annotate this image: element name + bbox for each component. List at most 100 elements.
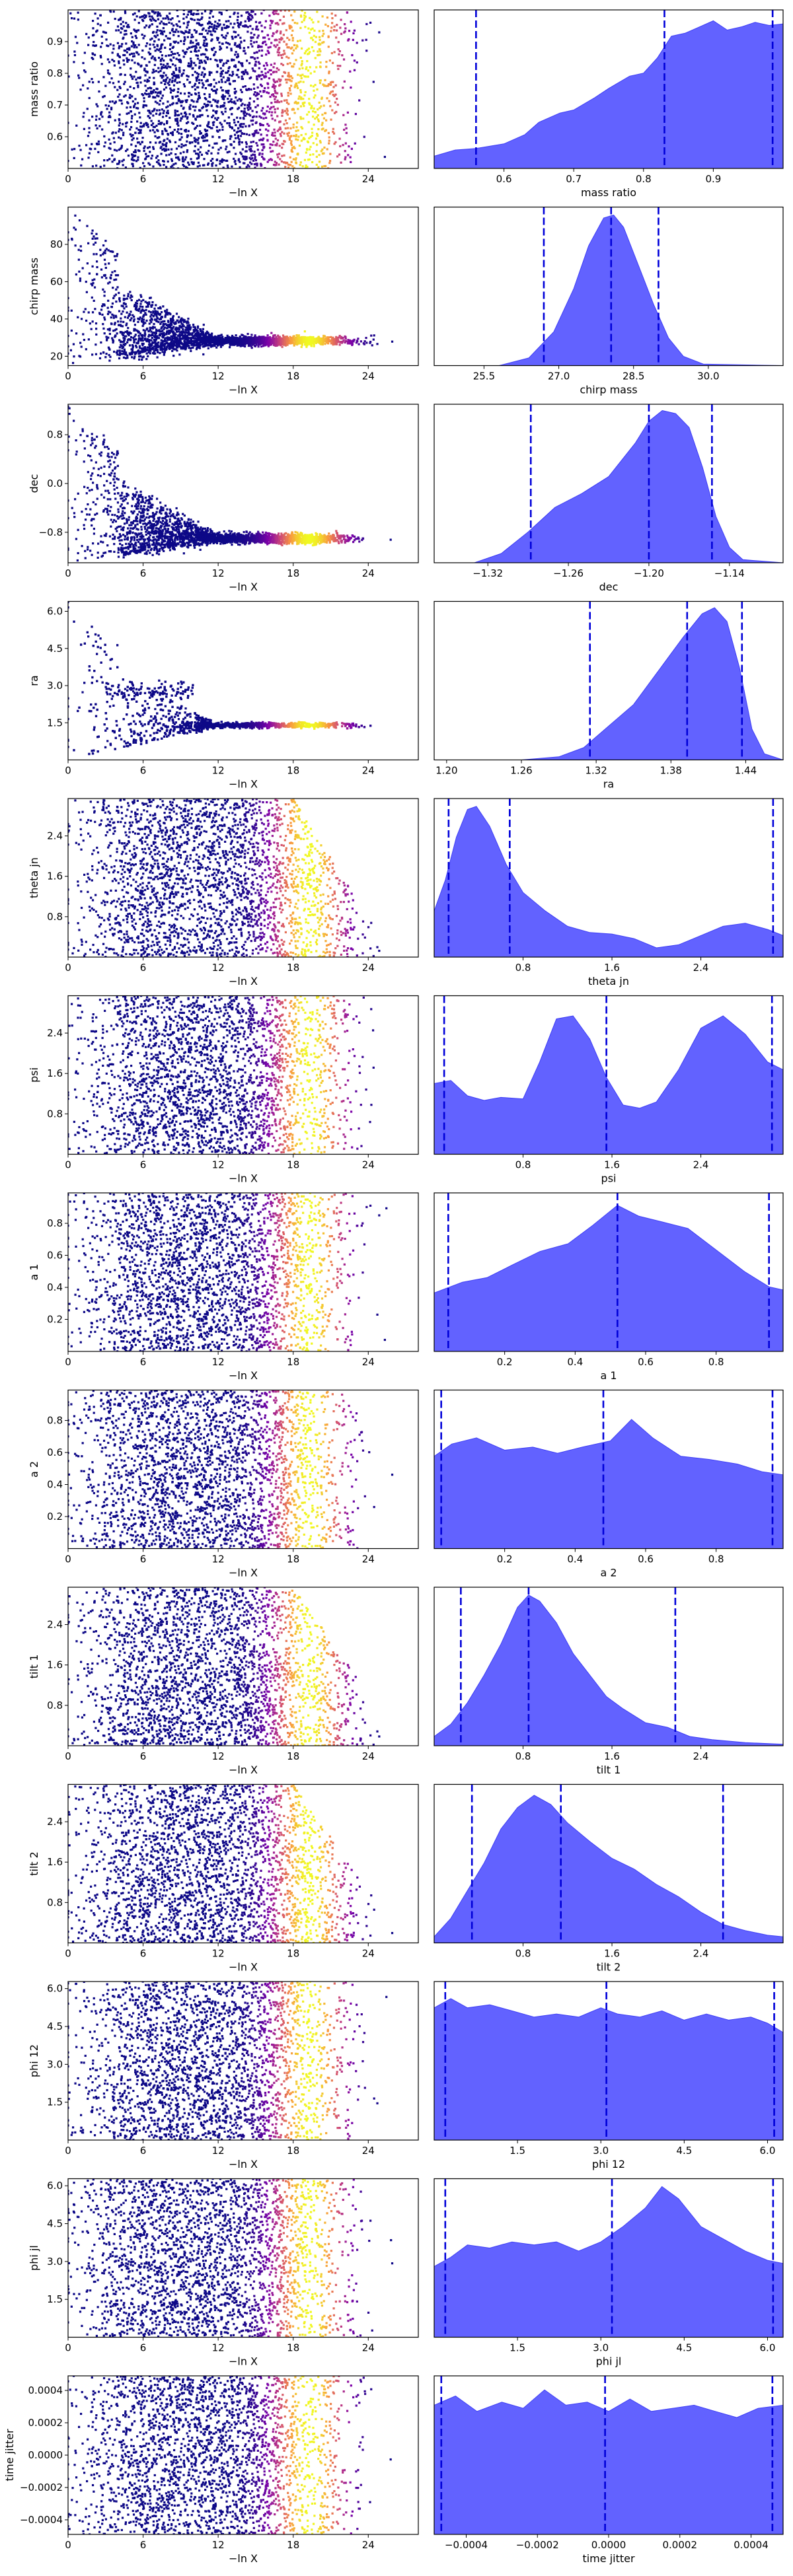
scatter-point (138, 351, 141, 353)
scatter-point (265, 43, 268, 46)
scatter-point (68, 306, 69, 309)
scatter-point (198, 92, 200, 94)
scatter-point (201, 114, 204, 116)
scatter-point (321, 34, 324, 38)
scatter-point (199, 115, 202, 118)
scatter-point (175, 76, 178, 79)
scatter-point (272, 93, 275, 96)
scatter-point (198, 79, 201, 81)
scatter-point (161, 108, 163, 111)
scatter-point (155, 328, 158, 331)
scatter-point (204, 87, 208, 90)
scatter-point (303, 101, 306, 104)
scatter-point (225, 34, 227, 37)
scatter-point (135, 346, 138, 349)
scatter-point (120, 137, 122, 140)
scatter-point (131, 353, 133, 355)
scatter-point (167, 160, 169, 163)
scatter-point (309, 17, 311, 19)
scatter-point (174, 30, 177, 33)
scatter-point (244, 20, 246, 22)
scatter-point (176, 122, 179, 124)
scatter-point (125, 22, 128, 24)
scatter-point (241, 125, 244, 128)
scatter-point (156, 343, 159, 346)
scatter-point (228, 66, 231, 69)
scatter-point (353, 338, 356, 341)
scatter-point (214, 89, 217, 92)
scatter-point (326, 16, 329, 19)
scatter-point (143, 34, 146, 38)
scatter-point (250, 141, 252, 143)
scatter-point (331, 109, 334, 112)
scatter-point (157, 67, 160, 69)
scatter-point (326, 97, 328, 100)
scatter-point (188, 81, 191, 84)
scatter-point (192, 115, 195, 118)
scatter-point (100, 341, 102, 344)
scatter-point (143, 332, 146, 335)
scatter-point (137, 53, 140, 56)
scatter-point (252, 119, 254, 122)
scatter-point (211, 127, 213, 129)
scatter-point (309, 135, 312, 138)
scatter-point (156, 356, 159, 359)
scatter-point (301, 67, 304, 69)
scatter-point (186, 337, 188, 340)
scatter-point (74, 244, 77, 247)
scatter-point (116, 349, 119, 352)
scatter-point (104, 318, 106, 321)
scatter-point (291, 39, 294, 42)
scatter-point (108, 328, 111, 330)
scatter-point (280, 54, 282, 57)
scatter-point (303, 159, 307, 161)
scatter-point (171, 164, 174, 167)
scatter-point (73, 50, 76, 53)
scatter-point (199, 114, 202, 117)
scatter-point (202, 135, 204, 137)
scatter-point (170, 320, 172, 322)
scatter-point (309, 103, 311, 106)
scatter-point (145, 153, 147, 155)
scatter-point (258, 50, 261, 52)
scatter-point (161, 33, 164, 36)
scatter-point (148, 303, 151, 305)
scatter-point (182, 151, 185, 153)
scatter-point (321, 128, 323, 131)
scatter-point (329, 153, 332, 155)
scatter-point (156, 310, 159, 313)
scatter-point (211, 114, 215, 117)
scatter-point (133, 113, 136, 116)
scatter-point (355, 341, 358, 344)
scatter-point (127, 102, 130, 104)
scatter-point (326, 340, 328, 343)
scatter-point (285, 122, 288, 125)
scatter-point (281, 345, 283, 348)
scatter-point (281, 147, 283, 149)
scatter-point (180, 326, 183, 329)
scatter-point (248, 62, 251, 65)
scatter-point (317, 43, 320, 46)
scatter-point (237, 76, 240, 79)
scatter-point (290, 161, 293, 163)
scatter-point (177, 157, 180, 161)
scatter-point (123, 63, 126, 66)
scatter-point (178, 69, 180, 72)
scatter-point (313, 124, 315, 126)
scatter-point (154, 50, 157, 52)
scatter-point (262, 124, 264, 127)
scatter-point (352, 38, 354, 42)
scatter-point (108, 347, 111, 350)
scatter-point (116, 332, 118, 335)
scatter-point (99, 248, 102, 251)
scatter-point (244, 343, 247, 345)
scatter-point (291, 46, 293, 49)
scatter-point (313, 107, 315, 110)
scatter-point (114, 86, 116, 89)
scatter-point (137, 320, 139, 323)
scatter-point (269, 46, 272, 48)
scatter-point (125, 42, 128, 45)
scatter-point (156, 94, 159, 97)
scatter-point (344, 23, 346, 26)
scatter-point (91, 237, 94, 240)
